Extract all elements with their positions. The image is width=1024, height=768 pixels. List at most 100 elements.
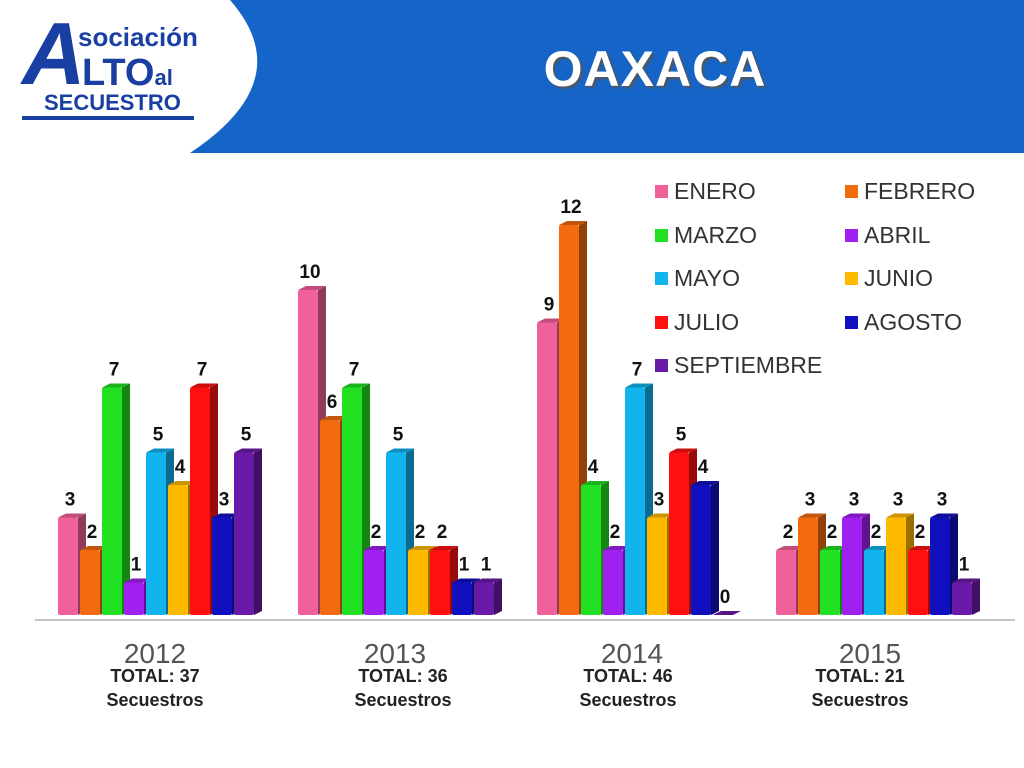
bar-side bbox=[122, 383, 130, 615]
bar-top bbox=[452, 578, 480, 583]
data-label: 3 bbox=[219, 490, 230, 511]
total-unit: Secuestros bbox=[354, 690, 452, 710]
bar-top bbox=[842, 513, 870, 518]
bar-julio-2012 bbox=[190, 387, 210, 615]
bar-top bbox=[320, 416, 348, 420]
legend-item-mayo: MAYO bbox=[655, 265, 740, 292]
legend-swatch bbox=[845, 185, 858, 198]
legend-item-agosto: AGOSTO bbox=[845, 309, 962, 336]
bar-top bbox=[798, 513, 826, 518]
data-label: 7 bbox=[349, 360, 360, 381]
legend-swatch bbox=[845, 316, 858, 329]
bar-febrero-2012 bbox=[80, 550, 100, 615]
bar-top bbox=[776, 546, 804, 550]
bar-top bbox=[603, 546, 631, 550]
data-label: 4 bbox=[588, 457, 599, 478]
data-label: 7 bbox=[632, 360, 643, 381]
data-label: 2 bbox=[437, 522, 448, 543]
legend-swatch bbox=[845, 272, 858, 285]
bar-top bbox=[408, 546, 436, 550]
legend-label: MAYO bbox=[674, 265, 741, 291]
bar-agosto-2013 bbox=[452, 582, 472, 615]
bar-top bbox=[669, 448, 697, 453]
logo-text-secuestro: SECUESTRO bbox=[44, 90, 181, 115]
bar-top bbox=[364, 546, 392, 550]
legend-item-marzo: MARZO bbox=[655, 222, 757, 249]
bar-enero-2015 bbox=[776, 550, 796, 615]
legend-item-junio: JUNIO bbox=[845, 265, 933, 292]
logo-text-alto: LTOal bbox=[82, 54, 173, 97]
data-label: 3 bbox=[893, 490, 904, 511]
bar-agosto-2012 bbox=[212, 517, 232, 615]
data-label: 3 bbox=[849, 490, 860, 511]
bar-top bbox=[581, 481, 609, 485]
total-unit: Secuestros bbox=[106, 690, 204, 710]
year-total-2013: TOTAL: 36 Secuestros bbox=[323, 664, 483, 712]
bar-enero-2013 bbox=[298, 290, 318, 615]
bar-junio-2015 bbox=[886, 517, 906, 615]
bar-top bbox=[647, 513, 675, 518]
data-label: 1 bbox=[481, 555, 492, 576]
total-count: TOTAL: 37 bbox=[110, 666, 200, 686]
bar-mayo-2013 bbox=[386, 452, 406, 615]
bar-julio-2013 bbox=[430, 550, 450, 615]
data-label: 2 bbox=[610, 522, 621, 543]
legend-label: JULIO bbox=[674, 309, 740, 335]
bar-septiembre-2013 bbox=[474, 582, 494, 615]
year-total-2014: TOTAL: 46 Secuestros bbox=[548, 664, 708, 712]
data-label: 5 bbox=[676, 425, 687, 446]
bar-top bbox=[537, 318, 565, 323]
data-label: 2 bbox=[915, 522, 926, 543]
data-label: 2 bbox=[87, 522, 98, 543]
data-label: 4 bbox=[698, 457, 709, 478]
bar-top bbox=[952, 578, 980, 583]
logo-white-area bbox=[0, 0, 258, 153]
bar-top bbox=[864, 546, 892, 550]
bar-top bbox=[146, 448, 174, 453]
data-label: 0 bbox=[720, 587, 731, 608]
bar-abril-2013 bbox=[364, 550, 384, 615]
legend-label: ABRIL bbox=[864, 222, 931, 248]
data-label: 4 bbox=[175, 457, 186, 478]
bar-top bbox=[102, 383, 130, 388]
data-label: 3 bbox=[937, 490, 948, 511]
data-label: 12 bbox=[560, 197, 581, 218]
total-unit: Secuestros bbox=[811, 690, 909, 710]
page-title: OAXACA bbox=[543, 41, 767, 97]
bar-marzo-2014 bbox=[581, 485, 601, 615]
bar-top bbox=[691, 481, 719, 485]
bar-top bbox=[820, 546, 848, 550]
bar-top bbox=[559, 221, 587, 225]
bar-enero-2014 bbox=[537, 322, 557, 615]
x-tick-label-2013: 2013 bbox=[363, 638, 427, 669]
legend-item-septiembre: SEPTIEMBRE bbox=[655, 352, 822, 379]
bar-marzo-2012 bbox=[102, 387, 122, 615]
data-label: 7 bbox=[109, 360, 120, 381]
bar-junio-2014 bbox=[647, 517, 667, 615]
data-label: 2 bbox=[827, 522, 838, 543]
legend-swatch bbox=[655, 185, 668, 198]
bar-top bbox=[386, 448, 414, 453]
data-label: 9 bbox=[544, 295, 555, 316]
bar-side bbox=[254, 448, 262, 615]
header-background bbox=[0, 0, 1024, 153]
bar-abril-2015 bbox=[842, 517, 862, 615]
bar-mayo-2012 bbox=[146, 452, 166, 615]
legend-label: JUNIO bbox=[864, 265, 933, 291]
data-label: 10 bbox=[299, 262, 320, 283]
bar-febrero-2015 bbox=[798, 517, 818, 615]
bar-top bbox=[625, 383, 653, 388]
legend-label: ENERO bbox=[674, 178, 756, 204]
bar-julio-2015 bbox=[908, 550, 928, 615]
bar-top bbox=[930, 513, 958, 518]
data-label: 1 bbox=[459, 555, 470, 576]
data-label: 6 bbox=[327, 392, 338, 413]
header-banner: A sociación LTOal SECUESTRO OAXACA bbox=[0, 0, 1024, 153]
bar-septiembre-2015 bbox=[952, 582, 972, 615]
x-tick-label-2012: 2012 bbox=[123, 638, 187, 669]
legend-swatch bbox=[655, 316, 668, 329]
legend-swatch bbox=[655, 229, 668, 242]
year-total-2015: TOTAL: 21 Secuestros bbox=[780, 664, 940, 712]
data-label: 2 bbox=[415, 522, 426, 543]
